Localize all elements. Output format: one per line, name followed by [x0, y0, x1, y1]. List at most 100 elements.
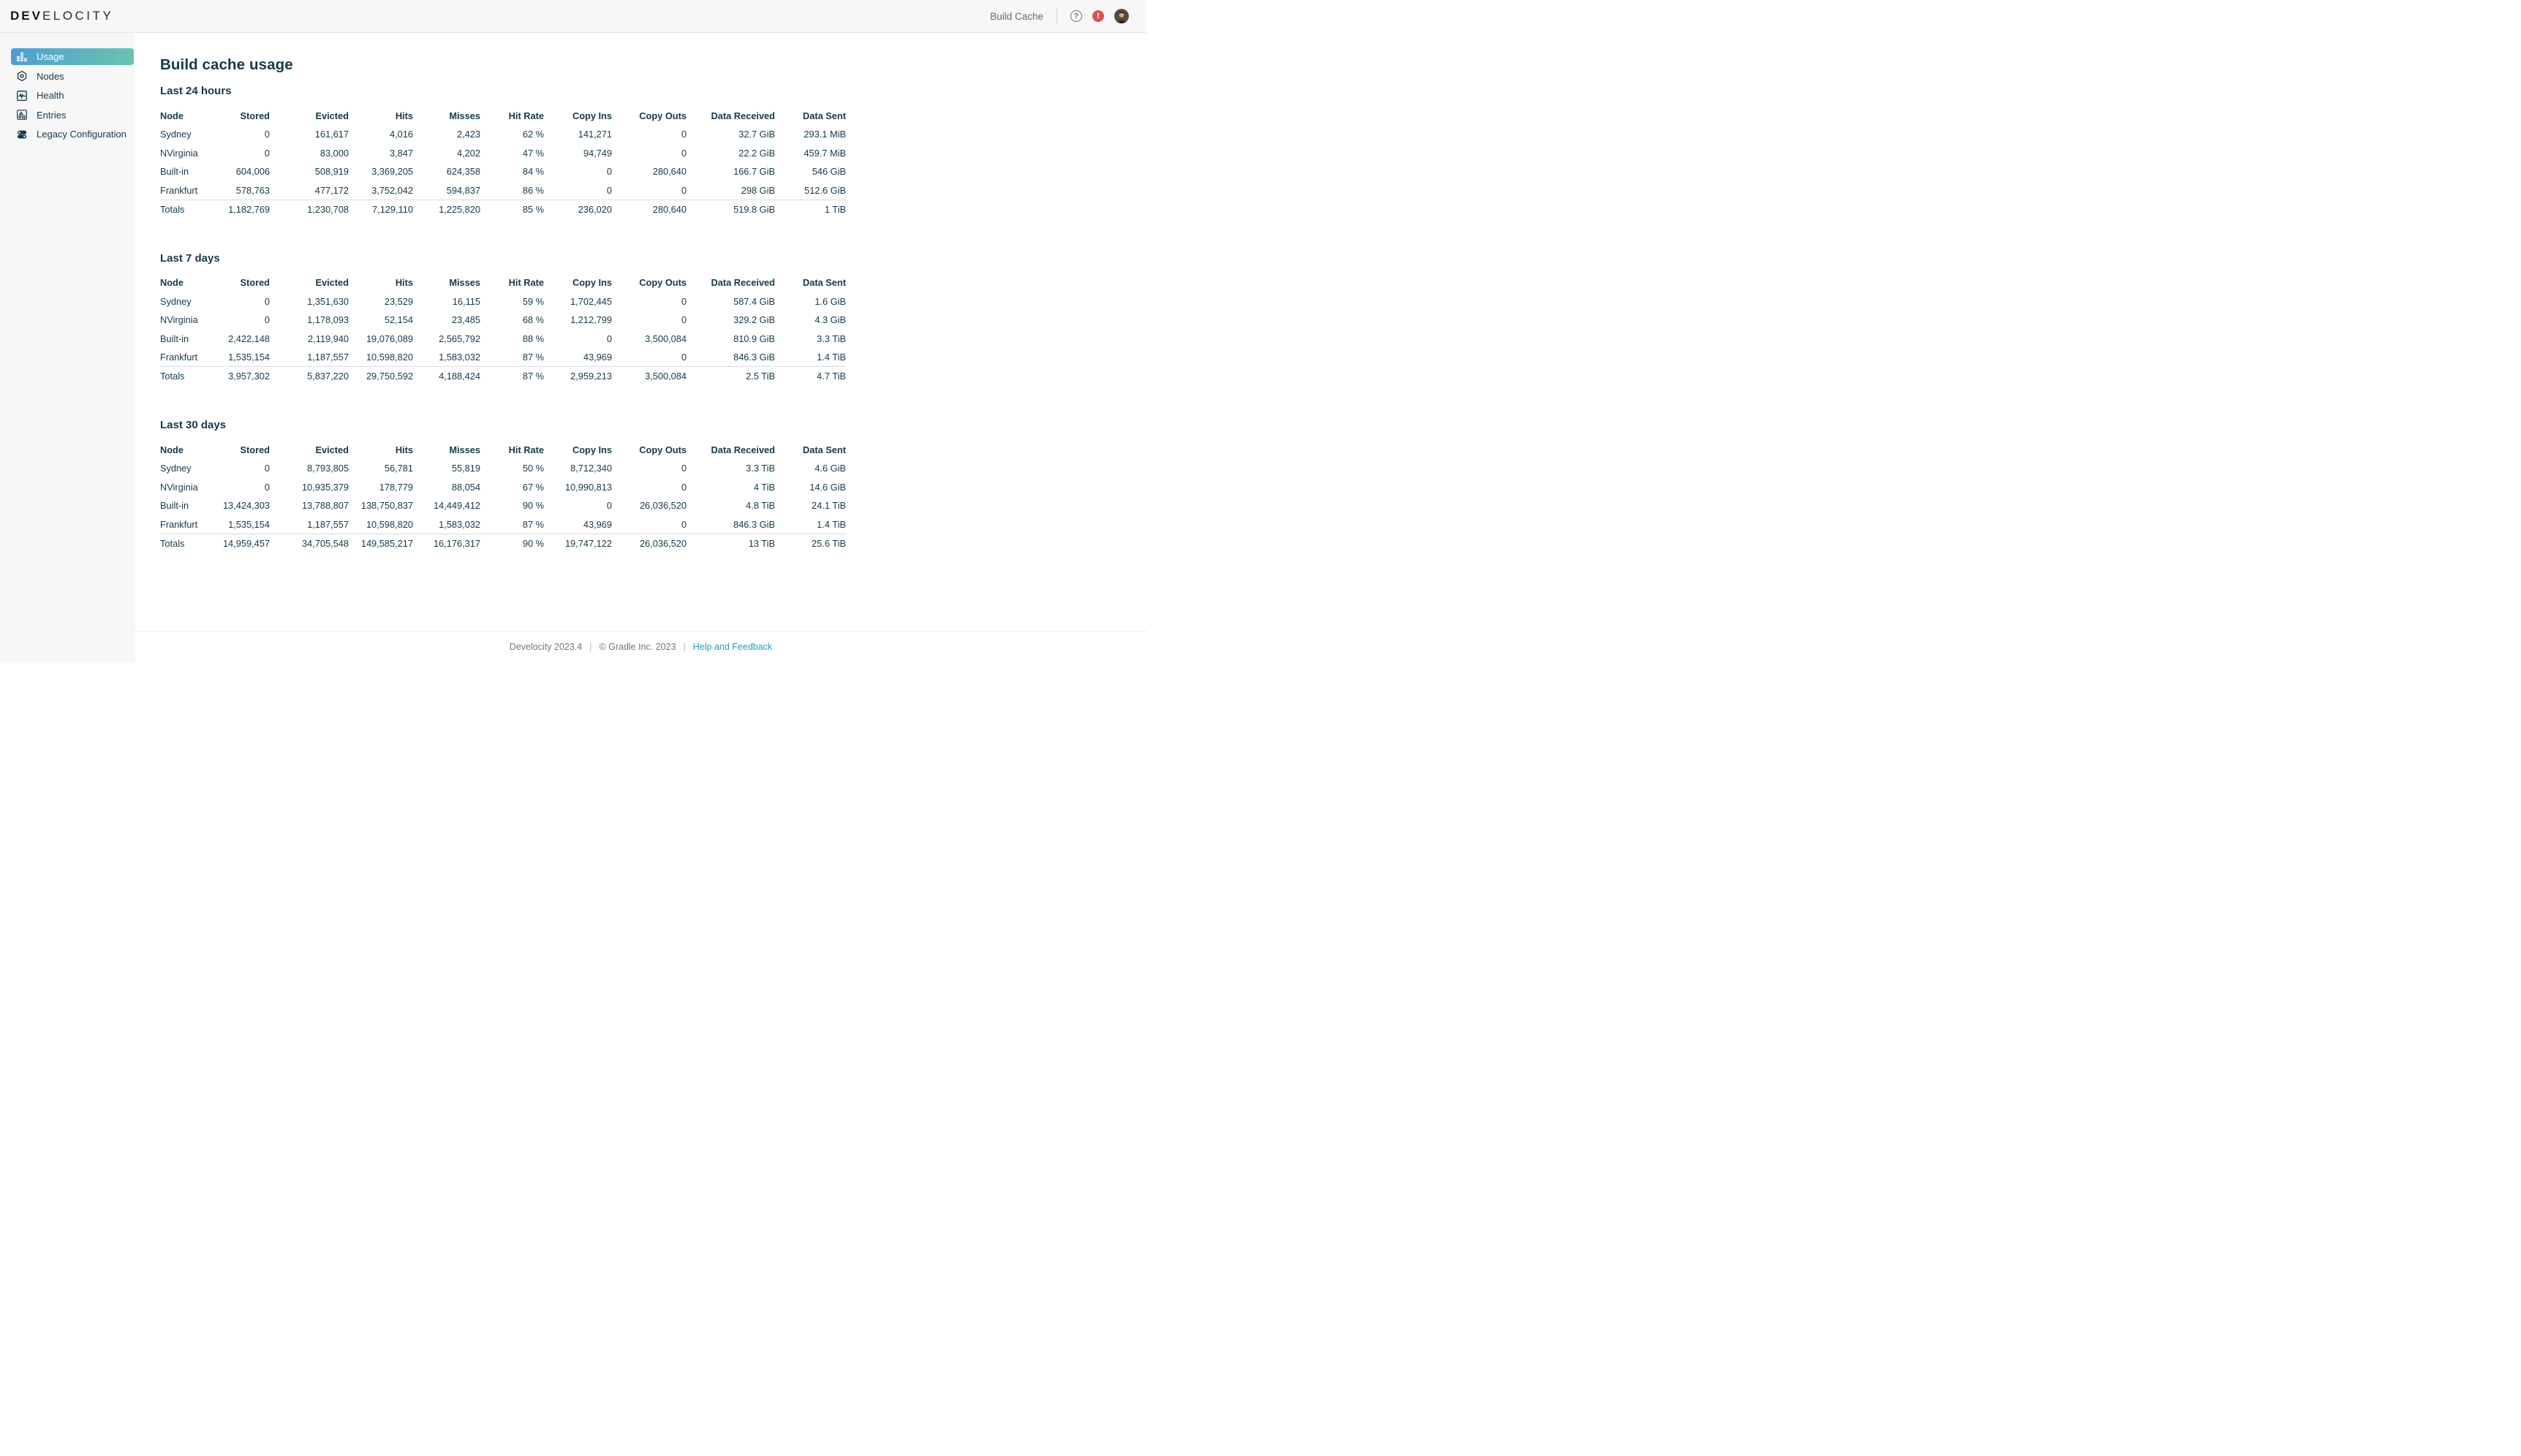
cell: 32.7 GiB [738, 129, 775, 140]
cell: 519.8 GiB [687, 199, 775, 219]
cell: 298 GiB [741, 184, 775, 196]
sidebar-item-entries[interactable]: Entries [11, 107, 134, 124]
cell: 62 % [522, 129, 544, 140]
cell: 0 [681, 129, 687, 140]
cell: 83,000 [320, 147, 349, 159]
cell: 1.4 TiB [817, 518, 846, 530]
cell: 2,423 [456, 129, 480, 140]
cell: 0 [606, 333, 612, 344]
cell: 2,959,213 [544, 366, 612, 385]
cell: 1,212,799 [570, 314, 612, 326]
cell: 0 [264, 481, 270, 493]
cell: 149,585,217 [349, 533, 413, 553]
cell: 5,837,220 [270, 366, 349, 385]
cell: 280,640 [612, 199, 687, 219]
footer-copyright: © Gradle Inc. 2023 [599, 642, 676, 652]
cell: 14.6 GiB [809, 481, 846, 493]
cell: 578,763 [235, 184, 270, 196]
node-name: NVirginia [160, 481, 198, 493]
sidebar-item-label: Nodes [37, 70, 64, 82]
sidebar-item-health[interactable]: Health [11, 87, 134, 104]
node-name: Frankfurt [160, 184, 198, 196]
totals-row: Totals 14,959,457 34,705,548 149,585,217 16,… [160, 533, 846, 553]
cell: 10,935,379 [301, 481, 349, 493]
cell: 0 [681, 481, 687, 493]
topbar: DEV ELOCITY Build Cache ? ! [0, 0, 1146, 33]
cell: 22.2 GiB [738, 147, 775, 159]
column-header: Hit Rate [508, 110, 544, 121]
health-pulse-icon [16, 90, 28, 102]
cell: 293.1 MiB [804, 129, 846, 140]
cell: 0 [606, 184, 612, 196]
sidebar-item-label: Usage [37, 51, 64, 62]
cell: 4.8 TiB [746, 500, 775, 512]
totals-label: Totals [160, 533, 217, 553]
sidebar: Usage Nodes Health Entries Legacy Configurat… [0, 33, 135, 662]
cell: 0 [264, 314, 270, 326]
sidebar-item-nodes[interactable]: Nodes [11, 68, 134, 85]
cell: 67 % [522, 481, 544, 493]
cell: 3.3 TiB [746, 463, 775, 474]
avatar[interactable] [1114, 9, 1129, 23]
column-header: Stored [240, 444, 270, 455]
table-row: NVirginia 0 10,935,379 178,779 88,054 67 % 10,… [160, 478, 846, 497]
cell: 14,449,412 [433, 500, 480, 512]
cell: 24.1 TiB [812, 500, 846, 512]
cell: 0 [681, 295, 687, 307]
column-header: Data Received [711, 277, 776, 288]
cell: 3.3 TiB [817, 333, 846, 344]
help-feedback-link[interactable]: Help and Feedback [692, 642, 773, 652]
table-row: Frankfurt 578,763 477,172 3,752,042 594,837 8… [160, 181, 846, 200]
cell: 2,119,940 [308, 333, 349, 344]
cell: 10,598,820 [366, 518, 413, 530]
cell: 2,565,792 [439, 333, 480, 344]
cell: 3,957,302 [217, 366, 270, 385]
cell: 50 % [522, 463, 544, 474]
cell: 13,424,303 [222, 500, 270, 512]
help-icon: ? [1070, 10, 1082, 22]
sidebar-item-usage[interactable]: Usage [11, 48, 134, 65]
section-title: Last 30 days [160, 419, 227, 431]
logo[interactable]: DEV ELOCITY [10, 9, 113, 23]
usage-section: Last 30 days Node Stored Evicted Hits Misses H… [160, 419, 1146, 553]
cell: 3,752,042 [371, 184, 413, 196]
column-header: Copy Outs [639, 444, 687, 455]
cell: 138,750,837 [360, 500, 413, 512]
sidebar-item-legacy-configuration[interactable]: Legacy Configuration [11, 126, 134, 143]
node-name: Sydney [160, 463, 192, 474]
column-header: Copy Outs [639, 277, 687, 288]
node-name: NVirginia [160, 314, 198, 326]
column-header: Stored [240, 110, 270, 121]
cell: 1.6 GiB [814, 295, 846, 307]
table-row: Sydney 0 8,793,805 56,781 55,819 50 % 8,712,34… [160, 459, 846, 478]
cell: 0 [606, 500, 612, 512]
usage-tables: Last 24 hours Node Stored Evicted Hits Misses… [160, 74, 1146, 553]
sidebar-item-label: Health [37, 90, 64, 101]
cell: 1 TiB [775, 199, 846, 219]
logo-text-light: ELOCITY [42, 9, 114, 23]
column-header: Node [160, 277, 184, 288]
column-header: Data Sent [802, 277, 846, 288]
cell: 16,115 [452, 295, 480, 307]
column-header: Data Received [711, 444, 776, 455]
cell: 3,369,205 [371, 166, 413, 178]
alert-button[interactable]: ! [1092, 10, 1104, 22]
column-header: Data Received [711, 110, 776, 121]
cell: 0 [681, 518, 687, 530]
cell: 0 [264, 129, 270, 140]
column-header: Node [160, 110, 184, 121]
cell: 43,969 [583, 352, 612, 363]
cell: 47 % [522, 147, 544, 159]
cell: 1,187,557 [307, 352, 349, 363]
totals-label: Totals [160, 199, 217, 219]
column-header: Hits [395, 110, 413, 121]
cell: 0 [681, 184, 687, 196]
cell: 16,176,317 [413, 533, 480, 553]
cell: 1,178,093 [307, 314, 349, 326]
cell: 29,750,592 [349, 366, 413, 385]
cell: 161,617 [314, 129, 349, 140]
column-header: Data Sent [802, 444, 846, 455]
sidebar-item-label: Entries [37, 109, 67, 121]
cell: 88,054 [451, 481, 480, 493]
help-button[interactable]: ? [1070, 10, 1082, 22]
